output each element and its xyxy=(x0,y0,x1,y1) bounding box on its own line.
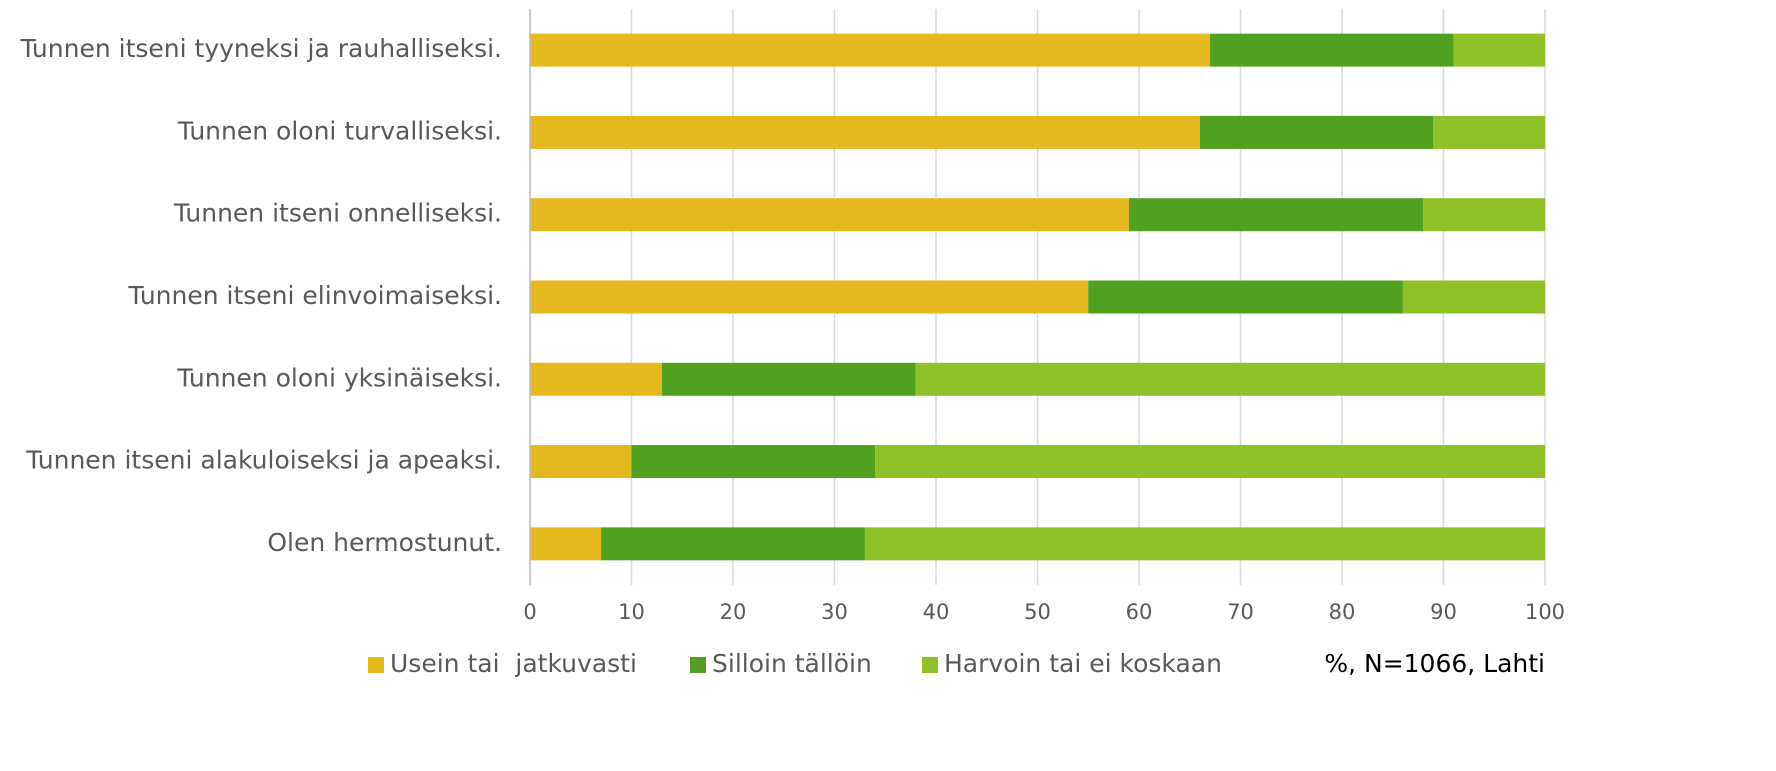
legend-label: Harvoin tai ei koskaan xyxy=(944,649,1222,678)
x-tick-label: 0 xyxy=(523,600,536,624)
x-tick-label: 80 xyxy=(1329,600,1356,624)
legend-label: Usein tai jatkuvasti xyxy=(390,649,637,678)
category-label: Tunnen itseni onnelliseksi. xyxy=(173,199,502,228)
category-label: Tunnen oloni turvalliseksi. xyxy=(177,116,502,145)
bar-segment xyxy=(631,445,876,479)
legend-swatch xyxy=(922,657,938,673)
bar-segment xyxy=(1423,198,1545,232)
bar-segment xyxy=(601,527,865,561)
bar-segment xyxy=(1210,33,1454,67)
category-label: Tunnen oloni yksinäiseksi. xyxy=(176,363,502,392)
bar-segment xyxy=(864,527,1545,561)
x-tick-label: 70 xyxy=(1227,600,1254,624)
bar-segment xyxy=(1453,33,1545,67)
x-tick-label: 30 xyxy=(821,600,848,624)
bar-segment xyxy=(1402,280,1545,314)
bar-segment xyxy=(530,362,662,396)
category-label: Tunnen itseni elinvoimaiseksi. xyxy=(127,281,502,310)
bar-segment xyxy=(875,445,1545,479)
bar-segment xyxy=(915,362,1545,396)
x-tick-label: 20 xyxy=(720,600,747,624)
bar-segment xyxy=(530,280,1089,314)
category-label: Olen hermostunut. xyxy=(267,528,502,557)
bar-segment xyxy=(1199,115,1434,149)
x-tick-label: 90 xyxy=(1430,600,1457,624)
bar-segment xyxy=(530,527,602,561)
bar-segment xyxy=(1088,280,1403,314)
bar-segment xyxy=(1128,198,1424,232)
legend-swatch xyxy=(368,657,384,673)
bar-segment xyxy=(530,115,1200,149)
x-tick-label: 50 xyxy=(1024,600,1051,624)
x-tick-label: 40 xyxy=(923,600,950,624)
bar-segment xyxy=(1433,115,1545,149)
legend-swatch xyxy=(690,657,706,673)
x-tick-label: 10 xyxy=(618,600,645,624)
x-tick-label: 60 xyxy=(1126,600,1153,624)
category-label: Tunnen itseni tyyneksi ja rauhalliseksi. xyxy=(19,34,502,63)
bar-segment xyxy=(530,198,1129,232)
bar-segment xyxy=(530,445,632,479)
category-label: Tunnen itseni alakuloiseksi ja apeaksi. xyxy=(25,446,502,475)
bar-segment xyxy=(530,33,1211,67)
annotation: %, N=1066, Lahti xyxy=(1324,649,1545,678)
bar-segment xyxy=(661,362,916,396)
x-tick-label: 100 xyxy=(1525,600,1565,624)
legend-label: Silloin tällöin xyxy=(712,649,872,678)
